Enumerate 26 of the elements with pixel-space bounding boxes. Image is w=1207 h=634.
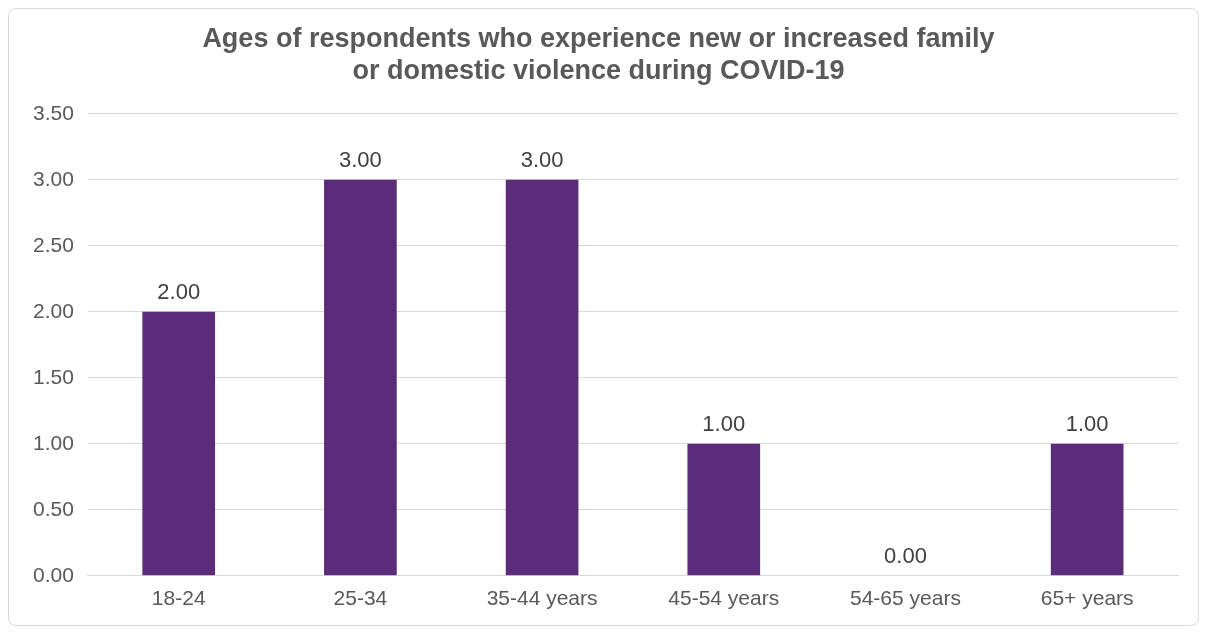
- data-label: 3.00: [520, 146, 564, 172]
- x-tick-label: 35-44 years: [486, 586, 598, 610]
- data-label: 2.00: [157, 278, 201, 304]
- data-label: 1.00: [702, 410, 746, 436]
- y-tick-label: 1.50: [33, 364, 74, 388]
- y-tick-label: 3.50: [33, 100, 74, 124]
- data-label: 0.00: [884, 542, 927, 568]
- y-tick-label: 3.00: [33, 166, 74, 190]
- y-tick-label: 2.50: [33, 232, 74, 256]
- bar: [142, 311, 216, 576]
- y-tick-label: 2.00: [33, 298, 74, 322]
- y-tick-label: 0.00: [33, 562, 74, 586]
- x-tick-label: 54-65 years: [850, 586, 961, 610]
- x-tick-label: 18-24: [151, 586, 206, 610]
- y-tick-label: 1.00: [33, 430, 74, 454]
- bar: [1050, 443, 1124, 576]
- x-tick-label: 25-34: [333, 586, 388, 610]
- chart-title: Ages of respondents who experience new or increased family or domestic violence during COVID-19: [202, 22, 995, 86]
- data-label: 3.00: [338, 146, 382, 172]
- bar: [324, 179, 397, 576]
- x-tick-label: 45-54 years: [668, 586, 780, 610]
- data-label: 1.00: [1065, 410, 1109, 436]
- bar: [505, 179, 579, 576]
- y-tick-label: 0.50: [33, 496, 74, 520]
- x-tick-label: 65+ years: [1040, 586, 1134, 610]
- bar: [687, 443, 761, 576]
